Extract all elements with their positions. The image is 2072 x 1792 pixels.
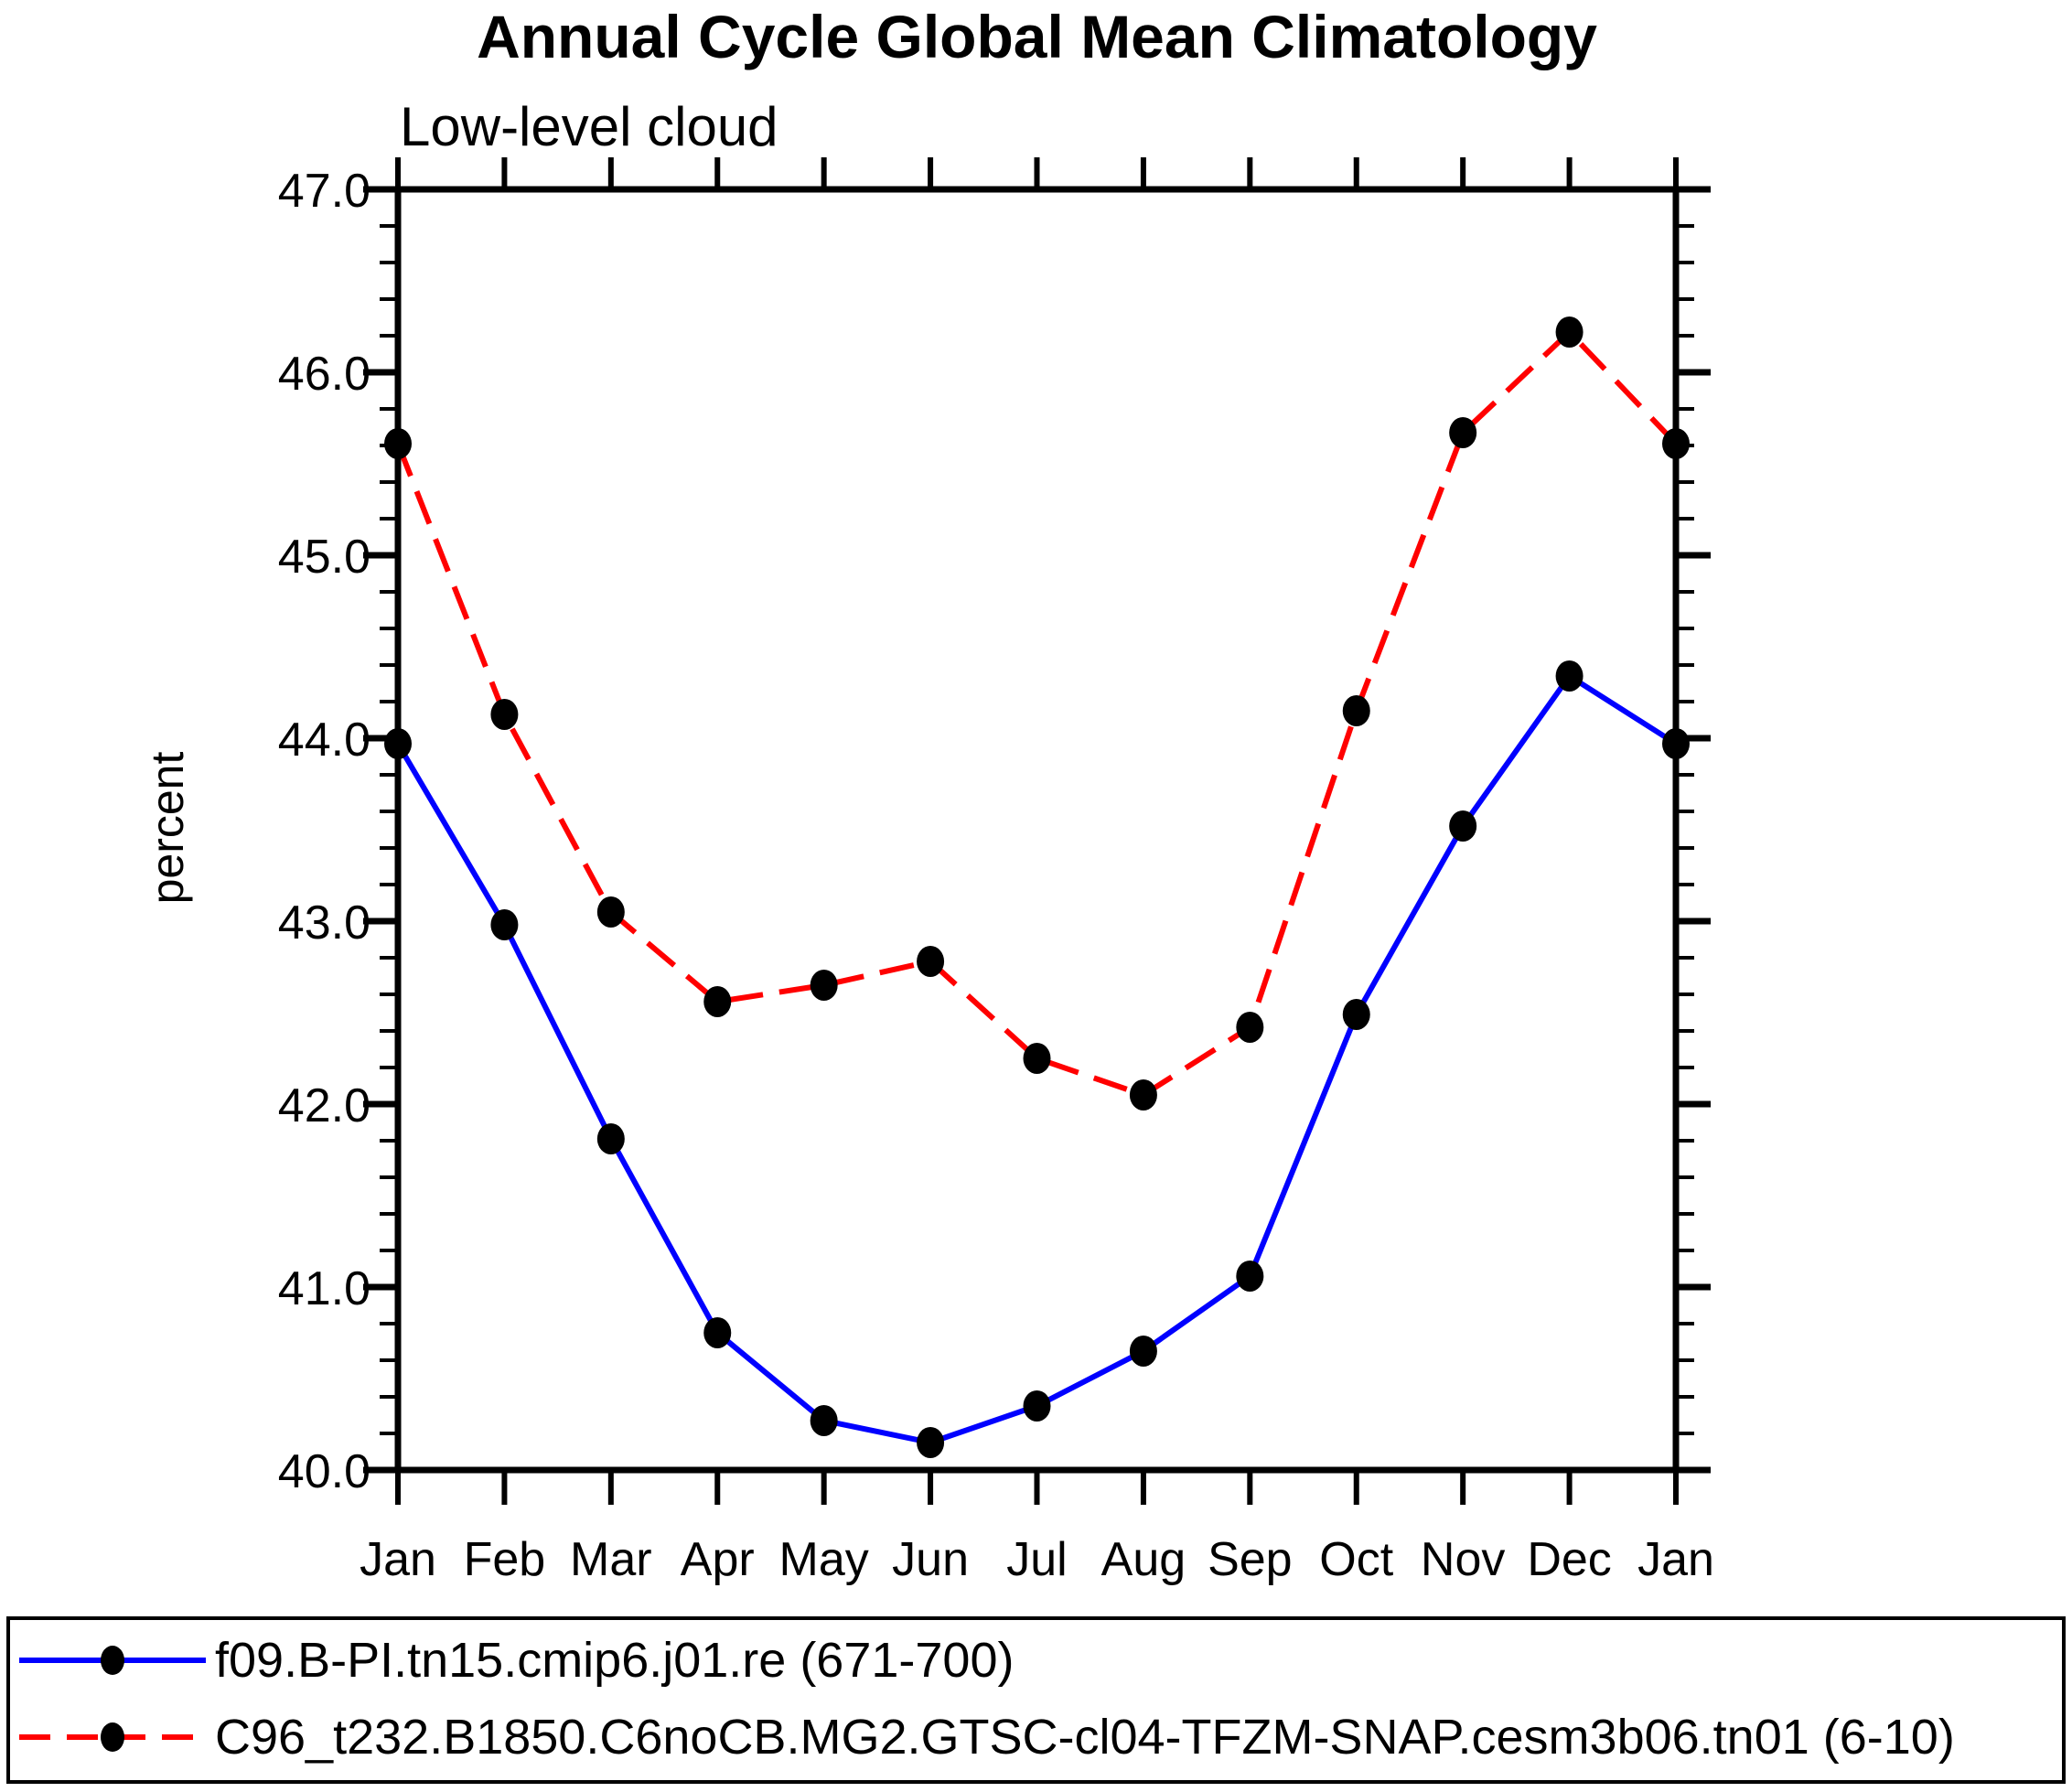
series-1-marker-Nov (1449, 417, 1477, 448)
series-1-marker-May (810, 970, 838, 1001)
legend-row-series1: f09.B-PI.tn15.cmip6.j01.re (671-700) (16, 1631, 1014, 1690)
series-0-marker-Aug (1129, 1336, 1157, 1367)
x-tick-label: Mar (570, 1533, 652, 1586)
series-0-marker-Dec (1555, 660, 1584, 692)
legend-label-series1: f09.B-PI.tn15.cmip6.j01.re (671-700) (215, 1633, 1015, 1688)
series-0-marker-May (810, 1405, 838, 1436)
y-tick-label: 40.0 (278, 1445, 370, 1498)
series-0-marker-Apr (703, 1317, 732, 1348)
series-0-marker-Sep (1236, 1261, 1264, 1292)
y-tick-label: 41.0 (278, 1262, 370, 1315)
series-0-marker-Jul (1023, 1390, 1051, 1422)
x-tick-label: Dec (1527, 1533, 1611, 1586)
chart-subtitle: Low-level cloud (400, 96, 778, 157)
series-0-marker-Jan (1662, 728, 1690, 759)
x-tick-label: Jan (1637, 1533, 1714, 1586)
series-0-marker-Jun (917, 1427, 945, 1458)
series-0-marker-Feb (490, 909, 519, 940)
y-tick-label: 42.0 (278, 1079, 370, 1132)
legend-label-series2: C96_t232.B1850.C6noCB.MG2.GTSC-cl04-TFZM… (215, 1710, 1955, 1765)
series-0-marker-Mar (596, 1123, 625, 1154)
series-1-marker-Dec (1555, 317, 1584, 348)
series-1-marker-Sep (1236, 1012, 1264, 1043)
x-tick-label: Jun (892, 1533, 969, 1586)
x-tick-label: Apr (681, 1533, 755, 1586)
chart-svg: Jan Feb Mar Apr May Jun Jul Aug Sep Oct Nov Dec Jan 4… (142, 157, 1714, 1586)
x-tick-label: Nov (1421, 1533, 1505, 1586)
x-tick-label: Feb (464, 1533, 546, 1586)
series-1-marker-Mar (596, 896, 625, 928)
legend-marker-dot (101, 1722, 124, 1752)
x-tick-label: Jul (1006, 1533, 1067, 1586)
chart-title: Annual Cycle Global Mean Climatology (477, 3, 1597, 70)
x-tick-label: Oct (1319, 1533, 1393, 1586)
series-0-marker-Oct (1342, 999, 1370, 1030)
x-tick-label: Jan (360, 1533, 436, 1586)
y-axis-label: percent (142, 752, 193, 905)
y-tick-label: 46.0 (278, 348, 370, 401)
series-1-marker-Jan (1662, 428, 1690, 459)
legend-box: f09.B-PI.tn15.cmip6.j01.re (671-700) C96… (6, 1616, 2066, 1784)
series-0-marker-Jan (384, 728, 412, 759)
series-1-marker-Feb (490, 699, 519, 730)
legend-marker-dot (101, 1646, 124, 1675)
x-tick-label: Sep (1208, 1533, 1293, 1586)
x-tick-label: May (779, 1533, 869, 1586)
series-0-marker-Nov (1449, 810, 1477, 842)
x-tick-label: Aug (1101, 1533, 1186, 1586)
legend-swatch-dashed-line (19, 1722, 206, 1752)
y-tick-label: 43.0 (278, 896, 370, 950)
series-1-marker-Oct (1342, 695, 1370, 726)
series-line-1 (395, 327, 1679, 1099)
plot-frame (394, 186, 1680, 1474)
y-tick-label: 47.0 (278, 165, 370, 218)
series-1-marker-Aug (1129, 1079, 1157, 1111)
legend-swatch-solid-line (19, 1646, 206, 1675)
y-tick-label: 44.0 (278, 714, 370, 767)
series-1-marker-Jul (1023, 1043, 1051, 1074)
series-1-marker-Apr (703, 986, 732, 1017)
y-tick-label: 45.0 (278, 531, 370, 584)
series-1-marker-Jan (384, 428, 412, 459)
legend-row-series2: C96_t232.B1850.C6noCB.MG2.GTSC-cl04-TFZM… (16, 1708, 1955, 1766)
series-1-marker-Jun (917, 946, 945, 977)
